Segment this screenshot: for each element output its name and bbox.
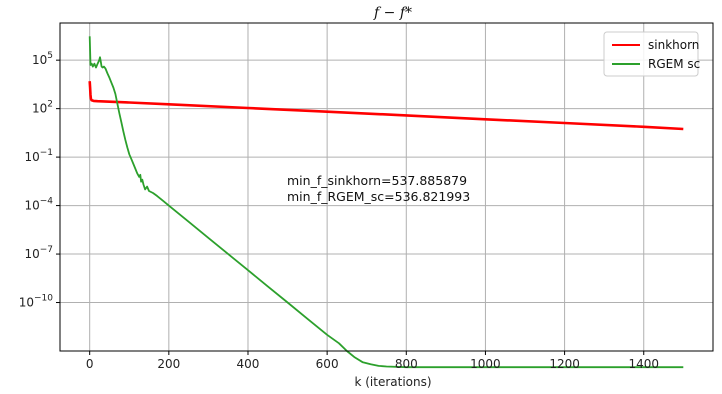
tick-layer: 0 200 400 600 800 1000 1200 1400 105 102 10−1 10−4 1… xyxy=(19,51,659,371)
y-tick-label: 102 xyxy=(32,100,53,116)
x-tick-label: 600 xyxy=(316,357,339,371)
x-tick-label: 1200 xyxy=(549,357,580,371)
y-tick-label: 105 xyxy=(32,51,53,67)
x-tick-label: 1000 xyxy=(470,357,501,371)
y-tick-label: 10−7 xyxy=(24,245,53,261)
chart-title: f − f* xyxy=(373,5,412,21)
x-tick-label: 400 xyxy=(237,357,260,371)
x-axis-label: k (iterations) xyxy=(354,375,431,389)
series-line-rgem-sc xyxy=(88,36,684,369)
annotation-min-sinkhorn: min_f_sinkhorn=537.885879 xyxy=(287,173,467,188)
legend-label-rgem-sc: RGEM sc xyxy=(648,57,700,71)
x-tick-label: 800 xyxy=(395,357,418,371)
plot-frame xyxy=(59,22,714,352)
y-tick-label: 10−10 xyxy=(19,294,54,310)
x-tick-label: 200 xyxy=(157,357,180,371)
series-line-sinkhorn xyxy=(88,81,684,131)
x-tick-label: 1400 xyxy=(628,357,659,371)
y-tick-label: 10−4 xyxy=(24,197,53,213)
series-layer xyxy=(88,36,684,369)
legend: sinkhorn RGEM sc xyxy=(603,31,700,77)
legend-label-sinkhorn: sinkhorn xyxy=(648,38,699,52)
y-tick-label: 10−1 xyxy=(24,148,53,164)
x-tick-label: 0 xyxy=(86,357,94,371)
grid xyxy=(60,23,713,351)
annotation-min-rgem: min_f_RGEM_sc=536.821993 xyxy=(287,189,470,204)
